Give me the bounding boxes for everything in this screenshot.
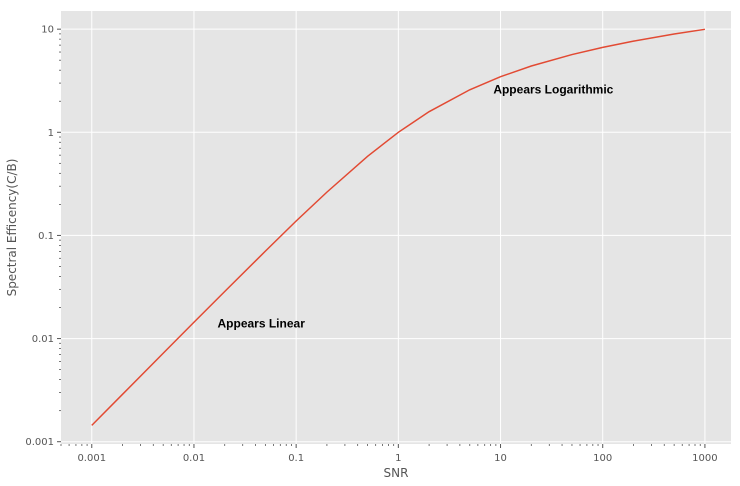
x-axis-label: SNR [384,466,409,480]
annotation-label: Appears Logarithmic [493,82,613,96]
y-tick-label: 0.001 [25,437,54,448]
x-tick-label: 100 [593,453,612,464]
axis-ticks [57,28,706,448]
annotation-label: Appears Linear [218,316,306,330]
series-line [91,28,706,426]
tick-labels: 0.001 0.01 0.1 1 10 100 1000 0.001 0.01 0.1 1 10 [25,25,717,464]
x-tick-label: 0.001 [77,453,106,464]
y-tick-label: 1 [48,128,54,139]
y-axis-label: Spectral Efficency(C/B) [5,159,19,297]
x-tick-label: 1 [395,453,401,464]
x-tick-label: 10 [494,453,507,464]
grid [61,11,731,444]
y-tick-label: 0.01 [32,334,54,345]
x-tick-label: 0.1 [288,453,304,464]
y-tick-label: 0.1 [38,231,54,242]
annotations: Appears Linear Appears Logarithmic [218,82,614,330]
x-tick-label: 0.01 [183,453,205,464]
y-tick-label: 10 [41,25,54,36]
plot-background [61,11,731,444]
x-tick-label: 1000 [692,453,717,464]
